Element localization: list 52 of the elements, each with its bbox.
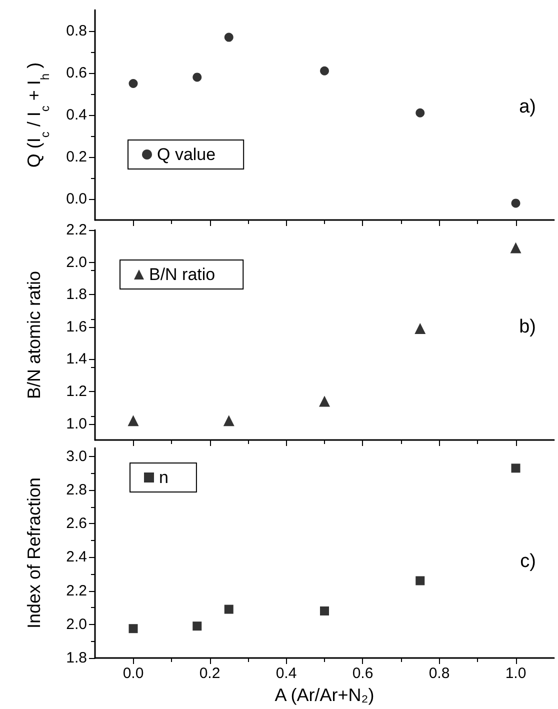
x-tick-label: 1.0 (505, 665, 526, 682)
point (128, 79, 138, 88)
point (416, 576, 425, 586)
y-tick-label: 2.0 (66, 616, 87, 633)
y-tick-label: 0.0 (66, 190, 87, 208)
annotation: b) (519, 316, 536, 338)
y-tick-label: 0.6 (66, 64, 87, 82)
y-tick-label: 2.0 (66, 254, 87, 271)
point (224, 32, 234, 42)
y-tick-label: 0.4 (66, 106, 87, 124)
point (416, 108, 425, 118)
point (192, 622, 202, 631)
annotation: a) (519, 96, 536, 118)
y-tick-label: 3.0 (66, 448, 87, 465)
y-tick-label: 2.8 (66, 482, 87, 498)
x-tick-label: 0.4 (276, 665, 297, 682)
point (319, 396, 330, 407)
y-tick-label: 1.6 (66, 318, 87, 336)
point (510, 242, 522, 254)
y-tick-label: 0.2 (66, 148, 87, 166)
y-axis-title: B/N atomic ratio (24, 270, 44, 400)
x-tick-label: 0.6 (352, 665, 374, 682)
point (223, 415, 234, 426)
point (128, 624, 138, 634)
point (414, 323, 426, 334)
y-tick-label: 2.2 (66, 222, 87, 238)
legend-label: n (159, 468, 168, 487)
y-tick-label: 1.8 (66, 650, 87, 666)
point (511, 464, 520, 473)
x-tick-label: 0.2 (199, 665, 220, 682)
y-tick-label: 1.0 (66, 415, 87, 432)
point (192, 72, 202, 82)
x-tick-label: 0.8 (428, 665, 450, 682)
point (511, 198, 520, 208)
y-tick-label: 2.6 (66, 515, 87, 532)
legend-label: B/N ratio (149, 265, 216, 284)
x-tick-label: 0.0 (122, 665, 144, 682)
y-tick-label: 2.2 (66, 582, 87, 600)
y-tick-label: 1.4 (66, 350, 87, 368)
y-axis-title: Q (Ic / Ic + Ih ) (24, 62, 52, 168)
point (320, 66, 329, 76)
y-axis-title: Index of Refraction (24, 477, 44, 629)
point (128, 415, 139, 426)
y-tick-label: 2.4 (66, 548, 87, 566)
y-tick-label: 0.8 (66, 22, 87, 40)
y-tick-label: 1.8 (66, 286, 87, 304)
y-tick-label: 1.2 (66, 383, 87, 400)
legend-label: Q value (157, 145, 216, 164)
annotation: c) (520, 550, 536, 572)
point (320, 606, 329, 616)
x-axis-title: A (Ar/Ar+N₂) (274, 685, 374, 705)
point (224, 604, 234, 614)
